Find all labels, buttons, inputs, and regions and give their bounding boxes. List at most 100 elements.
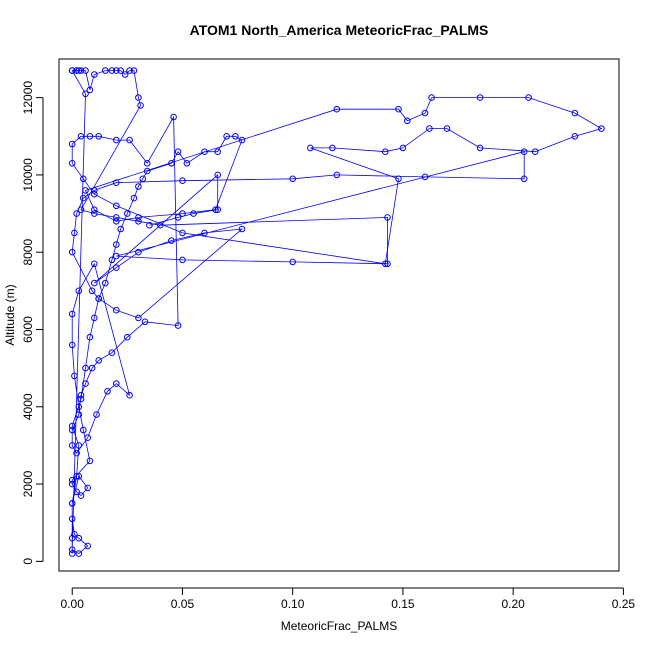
data-point: [80, 175, 87, 183]
data-point: [168, 160, 175, 167]
data-point: [86, 457, 94, 465]
data-point: [170, 113, 177, 121]
data-point: [77, 391, 85, 399]
y-tick-label: 2000: [21, 470, 35, 497]
data-point: [117, 225, 124, 233]
data-point: [174, 214, 182, 221]
data-point: [135, 314, 142, 322]
data-point: [75, 473, 83, 480]
data-point: [68, 341, 76, 349]
data-point: [113, 136, 120, 144]
data-point: [91, 279, 98, 287]
data-point: [91, 314, 98, 322]
data-point: [404, 117, 411, 125]
data-point: [68, 140, 76, 148]
x-tick-label: 0.20: [501, 597, 525, 611]
data-point: [126, 391, 133, 399]
series-line: [71, 70, 525, 319]
data-point: [146, 221, 153, 229]
data-point: [223, 133, 230, 140]
data-point: [384, 214, 391, 221]
data-point: [68, 515, 76, 523]
data-point: [91, 190, 98, 198]
data-point: [82, 380, 89, 387]
y-tick-label: 4000: [21, 393, 35, 420]
data-point: [525, 94, 532, 101]
data-point: [91, 187, 98, 194]
data-point: [77, 206, 85, 213]
data-point: [212, 206, 219, 213]
data-point: [399, 144, 407, 152]
data-point: [201, 229, 208, 237]
data-point: [174, 322, 182, 329]
data-point: [86, 133, 94, 140]
data-point: [68, 422, 76, 430]
data-point: [113, 202, 120, 210]
data-point: [113, 218, 120, 225]
data-point: [571, 109, 579, 117]
x-tick-label: 0.10: [281, 597, 305, 611]
data-point: [214, 206, 221, 213]
data-point: [428, 94, 435, 101]
data-point: [113, 241, 120, 248]
data-point: [86, 333, 94, 341]
data-point: [157, 221, 164, 229]
data-point: [73, 449, 80, 457]
data-point: [124, 333, 131, 341]
data-point: [135, 183, 142, 190]
data-point: [113, 214, 120, 221]
data-point: [91, 210, 98, 217]
data-point: [329, 144, 336, 152]
data-point: [137, 102, 144, 109]
data-point: [77, 67, 85, 74]
data-point: [68, 550, 76, 557]
data-point: [421, 173, 429, 181]
data-point: [183, 160, 191, 167]
data-point: [168, 237, 175, 244]
data-point: [520, 148, 528, 155]
data-point: [95, 133, 102, 140]
data-point: [91, 206, 98, 213]
data-point: [86, 86, 94, 94]
data-point: [73, 210, 80, 217]
x-tick-label: 0.15: [391, 597, 415, 611]
x-tick-label: 0.00: [61, 597, 85, 611]
series-line: [71, 70, 603, 555]
data-point: [426, 125, 433, 132]
data-point: [179, 229, 186, 237]
data-point: [333, 105, 341, 113]
data-point: [571, 133, 579, 140]
data-point: [68, 476, 76, 484]
data-point: [84, 484, 91, 492]
data-point: [95, 295, 102, 302]
x-tick-label: 0.25: [612, 597, 636, 611]
data-point: [68, 480, 76, 488]
data-point: [68, 67, 76, 74]
data-point: [80, 194, 87, 202]
data-point: [88, 287, 96, 295]
data-point: [135, 94, 142, 101]
data-point: [75, 534, 83, 542]
data-point: [443, 125, 451, 132]
data-point: [598, 125, 605, 132]
y-tick-label: 0: [21, 558, 35, 565]
data-point: [68, 442, 76, 449]
data-point: [179, 177, 186, 184]
data-point: [238, 136, 246, 144]
data-point: [179, 256, 186, 264]
data-point: [382, 148, 389, 155]
data-point: [84, 542, 91, 550]
data-point: [214, 171, 221, 179]
data-point: [117, 67, 124, 74]
data-point: [143, 160, 151, 167]
data-point: [104, 388, 111, 395]
data-point: [289, 258, 297, 266]
data-point: [73, 67, 80, 74]
data-point: [68, 546, 76, 554]
data-point: [82, 90, 89, 98]
data-point: [130, 67, 138, 74]
data-point: [421, 109, 429, 117]
data-point: [95, 357, 102, 364]
data-point: [108, 349, 116, 357]
y-axis-label: Altitude (m): [3, 284, 17, 345]
